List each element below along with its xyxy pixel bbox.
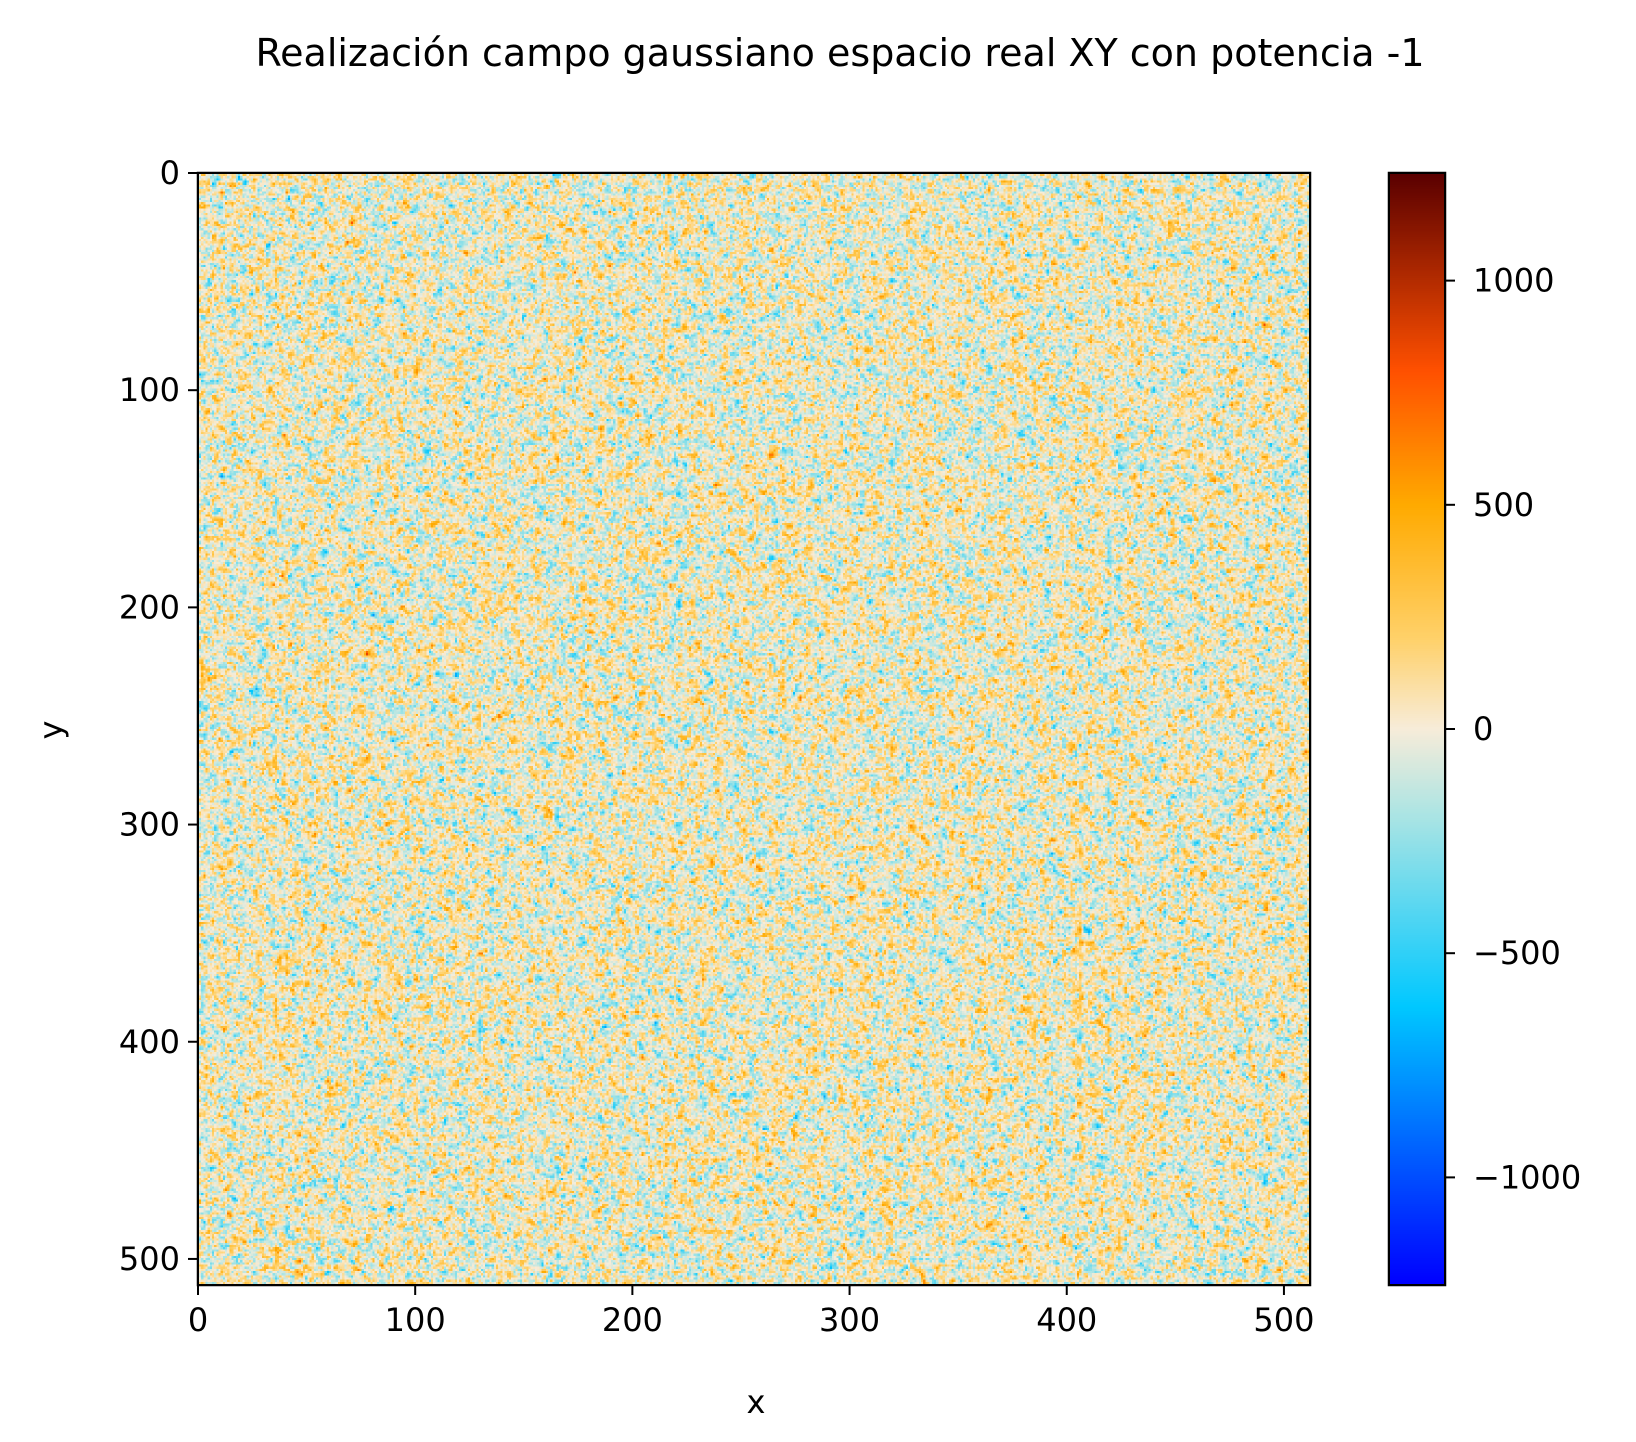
colorbar-frame (1387, 171, 1447, 1287)
colorbar-tick-label: −500 (1473, 934, 1561, 972)
x-tick-label: 200 (602, 1301, 663, 1339)
colorbar-tick-label: −1000 (1473, 1158, 1581, 1196)
x-tick-label: 0 (188, 1301, 208, 1339)
x-tick-label: 100 (385, 1301, 446, 1339)
y-axis-label: y (32, 721, 70, 740)
y-tick-label: 200 (119, 588, 180, 626)
colorbar-ticks: 1000 500 0 −500 −1000 (1445, 262, 1581, 1196)
chart-title: Realización campo gaussiano espacio real… (255, 31, 1424, 75)
colorbar-tick-label: 0 (1473, 710, 1493, 748)
x-tick-label: 300 (819, 1301, 880, 1339)
y-tick-label: 300 (119, 806, 180, 844)
colorbar-tick-label: 500 (1473, 486, 1534, 524)
heatmap-image (199, 174, 1309, 1284)
x-tick-label: 400 (1036, 1301, 1097, 1339)
y-tick-label: 500 (119, 1240, 180, 1278)
colorbar-gradient (1390, 174, 1444, 1284)
x-tick-label: 500 (1253, 1301, 1314, 1339)
colorbar-tick-label: 1000 (1473, 262, 1554, 300)
y-tick-label: 100 (119, 371, 180, 409)
y-axis-ticks: 0 100 200 300 400 500 (119, 154, 198, 1278)
y-tick-label: 0 (160, 154, 180, 192)
x-axis-label: x (747, 1383, 766, 1421)
y-tick-label: 400 (119, 1023, 180, 1061)
x-axis-ticks: 0 100 200 300 400 500 (188, 1285, 1314, 1339)
heatmap-frame (196, 171, 1312, 1287)
